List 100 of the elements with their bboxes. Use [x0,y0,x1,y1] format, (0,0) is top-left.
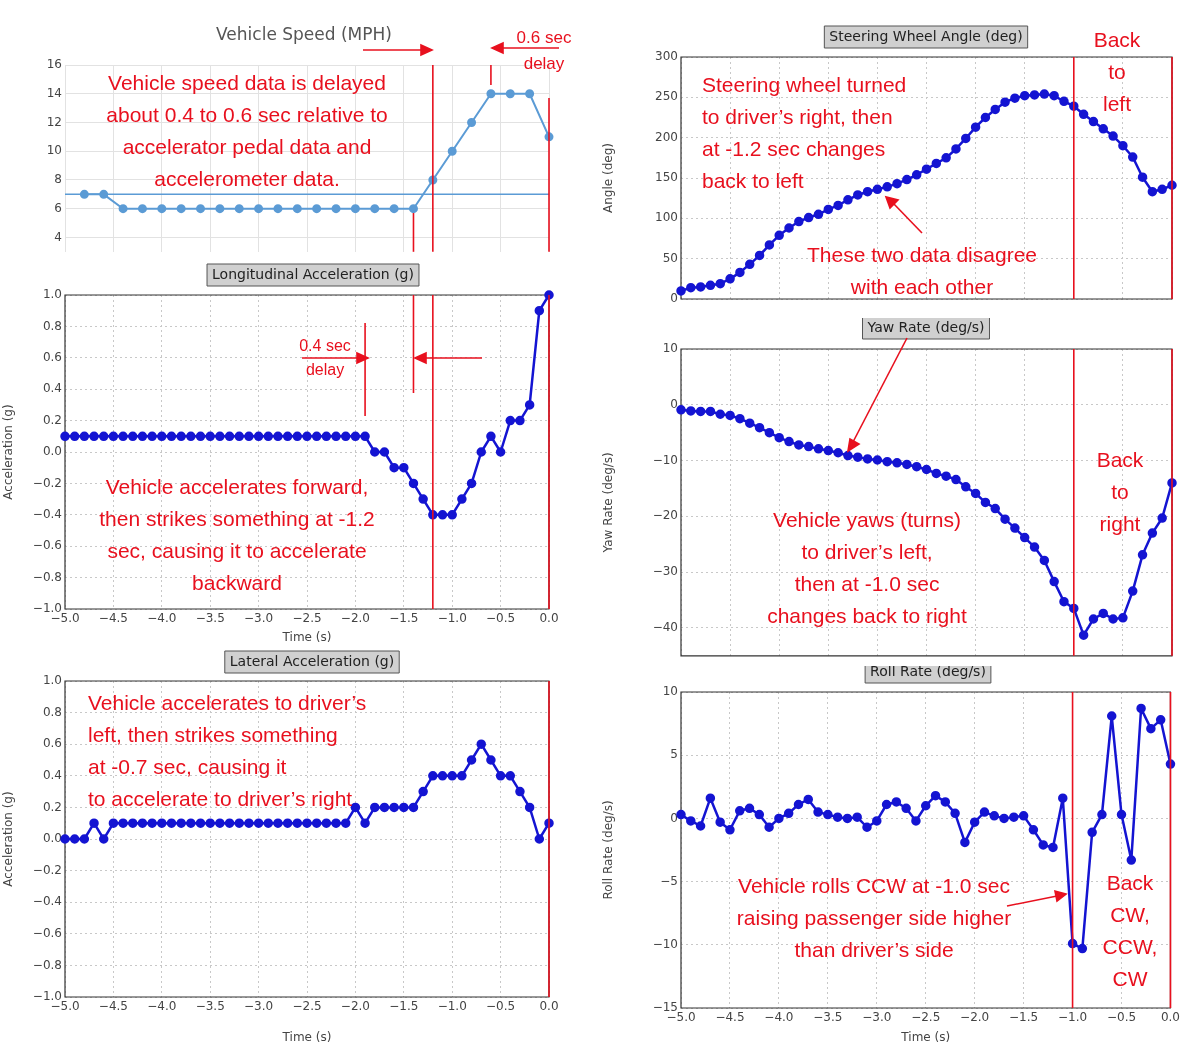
point [360,818,370,828]
point [715,409,726,420]
point [79,431,90,442]
point [350,204,360,214]
y-tick-label: 0.2 [42,412,62,427]
point [1018,811,1029,821]
y-tick-label: 100 [655,210,678,225]
point [803,212,814,223]
point [744,259,755,270]
point [1136,703,1146,714]
point [911,816,921,826]
point [1137,172,1148,182]
point [157,204,167,214]
point [273,818,283,828]
y-tick-label: 14 [46,85,62,100]
y-tick-label: −10 [652,936,678,951]
point [282,818,293,828]
x-axis-title: Time (s) [281,629,332,644]
y-tick-label: −20 [652,508,678,523]
point [686,406,696,416]
point [725,825,735,835]
point [891,797,902,807]
point [735,267,745,278]
point [195,818,206,828]
point [1127,586,1138,596]
point [989,811,999,821]
x-tick-label: −4.0 [147,999,177,1014]
y-tick-label: 1.0 [42,287,62,302]
y-tick-label: −0.6 [32,538,62,553]
point [370,447,380,457]
point [370,802,380,813]
point [476,739,486,749]
point [715,817,725,827]
chart-title: Roll Rate (deg/s) [870,662,986,679]
point [686,282,696,293]
point [1108,614,1118,624]
x-tick-label: −3.5 [813,1010,843,1025]
y-tick-label: 0.8 [42,318,62,333]
chart-title: Longitudinal Acceleration (g) [212,265,414,282]
point [794,440,804,450]
point [147,431,157,442]
y-tick-label: 0.6 [42,736,62,751]
y-tick-label: 0 [670,396,678,411]
point [784,436,794,447]
point [524,802,535,813]
y-axis-title: Yaw Rate (deg/s) [601,452,616,554]
point [1098,124,1109,134]
point [292,818,303,828]
point [803,441,814,452]
point [872,455,883,465]
point [813,209,824,220]
point [408,802,419,813]
point [764,822,774,832]
point [1010,523,1020,533]
point [99,189,109,199]
x-tick-label: −2.0 [340,999,370,1014]
point [1000,514,1010,524]
point [340,818,351,828]
point [379,802,390,813]
y-tick-label: 6 [54,200,62,215]
point [1137,550,1148,560]
point [960,837,970,848]
point [921,464,932,475]
y-axis-title: Roll Rate (deg/s) [601,800,616,900]
point [823,204,834,215]
point [892,458,902,468]
point [882,182,892,192]
point [467,117,477,127]
point [196,204,206,214]
point [950,808,960,819]
point [1118,613,1128,623]
point [980,112,991,123]
point [331,204,341,214]
point [224,431,235,442]
y-axis-title: Acceleration (g) [1,404,16,500]
point [705,280,716,291]
chart-title: Vehicle Speed (MPH) [216,24,392,45]
point [234,431,244,442]
point [1157,184,1167,195]
point [311,818,322,828]
point [1028,825,1039,835]
point [215,818,225,828]
point [495,771,506,781]
point [399,802,409,813]
point [902,174,912,185]
y-tick-label: 0.8 [42,704,62,719]
point [79,189,89,199]
x-tick-label: −0.5 [486,611,516,626]
point [399,462,409,473]
point [466,478,477,489]
point [1126,855,1137,865]
y-tick-label: 300 [655,49,678,64]
point [282,431,293,442]
point [676,405,686,415]
point [292,204,302,214]
point [1029,542,1040,552]
point [137,204,147,214]
point [340,431,351,442]
point [234,204,244,214]
x-tick-label: −2.0 [960,1010,990,1025]
